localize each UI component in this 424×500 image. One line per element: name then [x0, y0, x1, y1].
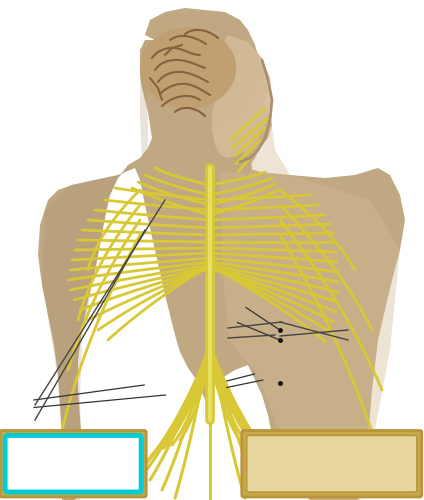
Polygon shape [38, 8, 405, 500]
Polygon shape [168, 148, 252, 175]
FancyBboxPatch shape [0, 430, 146, 497]
Polygon shape [212, 35, 272, 158]
Ellipse shape [148, 14, 256, 130]
Polygon shape [42, 40, 148, 500]
FancyBboxPatch shape [242, 430, 422, 497]
FancyBboxPatch shape [5, 436, 141, 492]
Ellipse shape [140, 28, 235, 108]
Polygon shape [212, 50, 400, 500]
FancyBboxPatch shape [247, 436, 417, 492]
